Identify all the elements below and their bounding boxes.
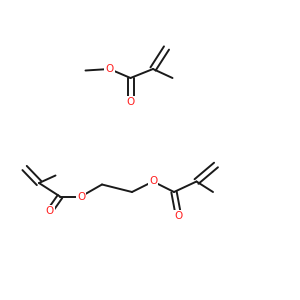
- Text: O: O: [45, 206, 54, 217]
- Text: O: O: [105, 64, 114, 74]
- Text: O: O: [77, 191, 85, 202]
- Text: O: O: [126, 97, 135, 107]
- Text: O: O: [149, 176, 157, 187]
- Text: O: O: [174, 211, 183, 221]
